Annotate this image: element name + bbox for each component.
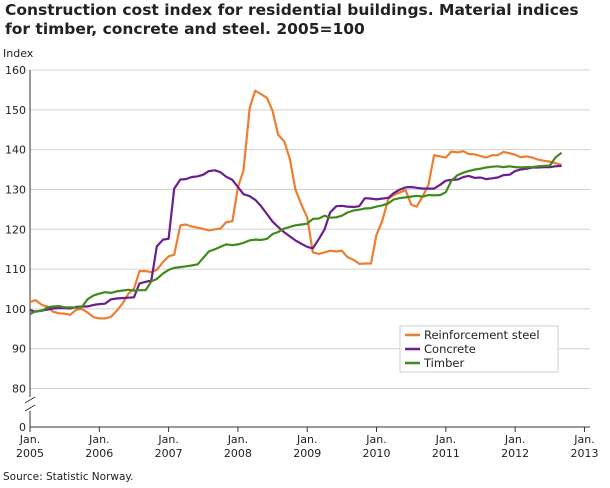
axis-break-mark-upper <box>24 396 36 404</box>
x-tick-year: 2011 <box>432 447 460 460</box>
x-tick-month: Jan. <box>573 433 594 446</box>
legend-label-reinforcement-steel: Reinforcement steel <box>424 328 540 342</box>
y-tick-label-80: 80 <box>12 383 26 396</box>
x-tick-label-5: Jan. 2010 <box>363 433 391 460</box>
y-axis-label: Index <box>3 47 34 60</box>
y-tick-label-110: 110 <box>5 263 26 276</box>
series-line-reinforcement-steel <box>29 89 562 320</box>
x-tick-label-8: Jan. 2013 <box>570 433 598 460</box>
legend-label-concrete: Concrete <box>424 342 476 356</box>
y-tick-label-150: 150 <box>5 104 26 117</box>
y-tick-label-120: 120 <box>5 223 26 236</box>
x-tick-year: 2012 <box>501 447 529 460</box>
x-tick-month: Jan. <box>157 433 178 446</box>
x-tick-year: 2006 <box>85 447 113 460</box>
series-line-concrete <box>29 164 562 313</box>
x-tick-month: Jan. <box>435 433 456 446</box>
x-tick-month: Jan. <box>19 433 40 446</box>
x-tick-month: Jan. <box>365 433 386 446</box>
y-tick-label-160: 160 <box>5 64 26 77</box>
series-line-timber <box>29 151 563 316</box>
x-tick-label-0: Jan. 2005 <box>16 433 44 460</box>
y-tick-label-100: 100 <box>5 303 26 316</box>
x-tick-year: 2009 <box>293 447 321 460</box>
chart-title: Construction cost index for residential … <box>5 1 579 38</box>
x-tick-year: 2005 <box>16 447 44 460</box>
x-tick-label-6: Jan. 2011 <box>432 433 460 460</box>
x-tick-label-2: Jan. 2007 <box>155 433 183 460</box>
x-tick-month: Jan. <box>88 433 109 446</box>
x-tick-month: Jan. <box>227 433 248 446</box>
series-lines <box>29 89 563 320</box>
y-tick-label-130: 130 <box>5 183 26 196</box>
x-tick-month: Jan. <box>504 433 525 446</box>
x-tick-label-4: Jan. 2009 <box>293 433 321 460</box>
source-note: Source: Statistic Norway. <box>3 471 134 483</box>
x-tick-year: 2010 <box>363 447 391 460</box>
x-tick-year: 2008 <box>224 447 252 460</box>
y-tick-label-0: 0 <box>19 421 26 434</box>
legend-label-timber: Timber <box>423 356 464 370</box>
x-tick-label-3: Jan. 2008 <box>224 433 252 460</box>
y-tick-label-140: 140 <box>5 144 26 157</box>
axis-break-mark-lower <box>24 404 36 412</box>
x-tick-label-7: Jan. 2012 <box>501 433 529 460</box>
x-tick-label-1: Jan. 2006 <box>85 433 113 460</box>
legend-box <box>399 325 559 373</box>
x-tick-month: Jan. <box>296 433 317 446</box>
x-tick-year: 2013 <box>570 447 598 460</box>
x-tick-year: 2007 <box>155 447 183 460</box>
y-tick-label-90: 90 <box>12 343 26 356</box>
